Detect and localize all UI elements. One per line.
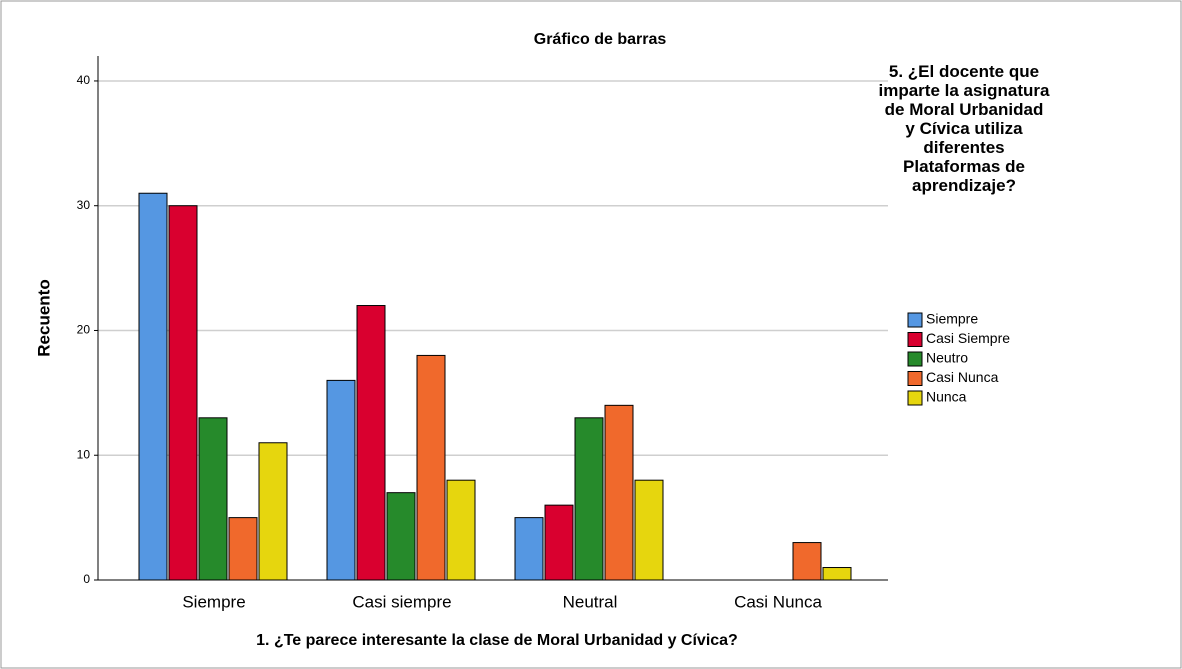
y-tick-label: 20 [77,323,91,337]
bar [138,192,168,581]
bar [792,542,822,581]
legend-swatch [907,351,923,367]
bar [446,479,476,581]
bar [544,504,574,581]
bar [634,479,664,581]
legend-swatch [907,332,923,347]
legend-swatch [907,390,923,406]
bar [514,517,544,581]
x-axis-label: 1. ¿Te parece interesante la clase de Mo… [256,632,738,649]
chart-title: Gráfico de barras [534,31,667,48]
legend-label: Casi Siempre [926,330,1010,346]
bar [168,205,198,581]
bar [574,417,604,581]
y-tick-label: 30 [77,198,91,212]
bar [416,354,446,581]
legend-swatch [907,312,923,328]
x-tick-label: Siempre [182,592,245,611]
y-tick-label: 40 [77,73,91,87]
legend-title: 5. ¿El docente que imparte la asignatura… [878,62,1050,195]
bar [258,442,288,581]
bar [326,379,356,581]
legend-label: Siempre [926,311,978,327]
y-tick-label: 0 [83,572,90,586]
bar [822,567,852,581]
legend-label: Casi Nunca [926,369,999,385]
x-tick-label: Casi siempre [352,592,451,611]
y-axis-label: Recuento [34,279,53,356]
y-tick-label: 10 [77,447,91,461]
bar [386,492,416,581]
legend-label: Neutro [926,350,968,366]
bar [198,417,228,581]
legend-label: Nunca [926,389,967,405]
x-tick-label: Neutral [563,592,618,611]
bar [604,404,634,581]
legend-swatch [907,371,923,386]
bar [228,517,258,581]
x-tick-label: Casi Nunca [734,592,822,611]
bar [356,305,386,581]
